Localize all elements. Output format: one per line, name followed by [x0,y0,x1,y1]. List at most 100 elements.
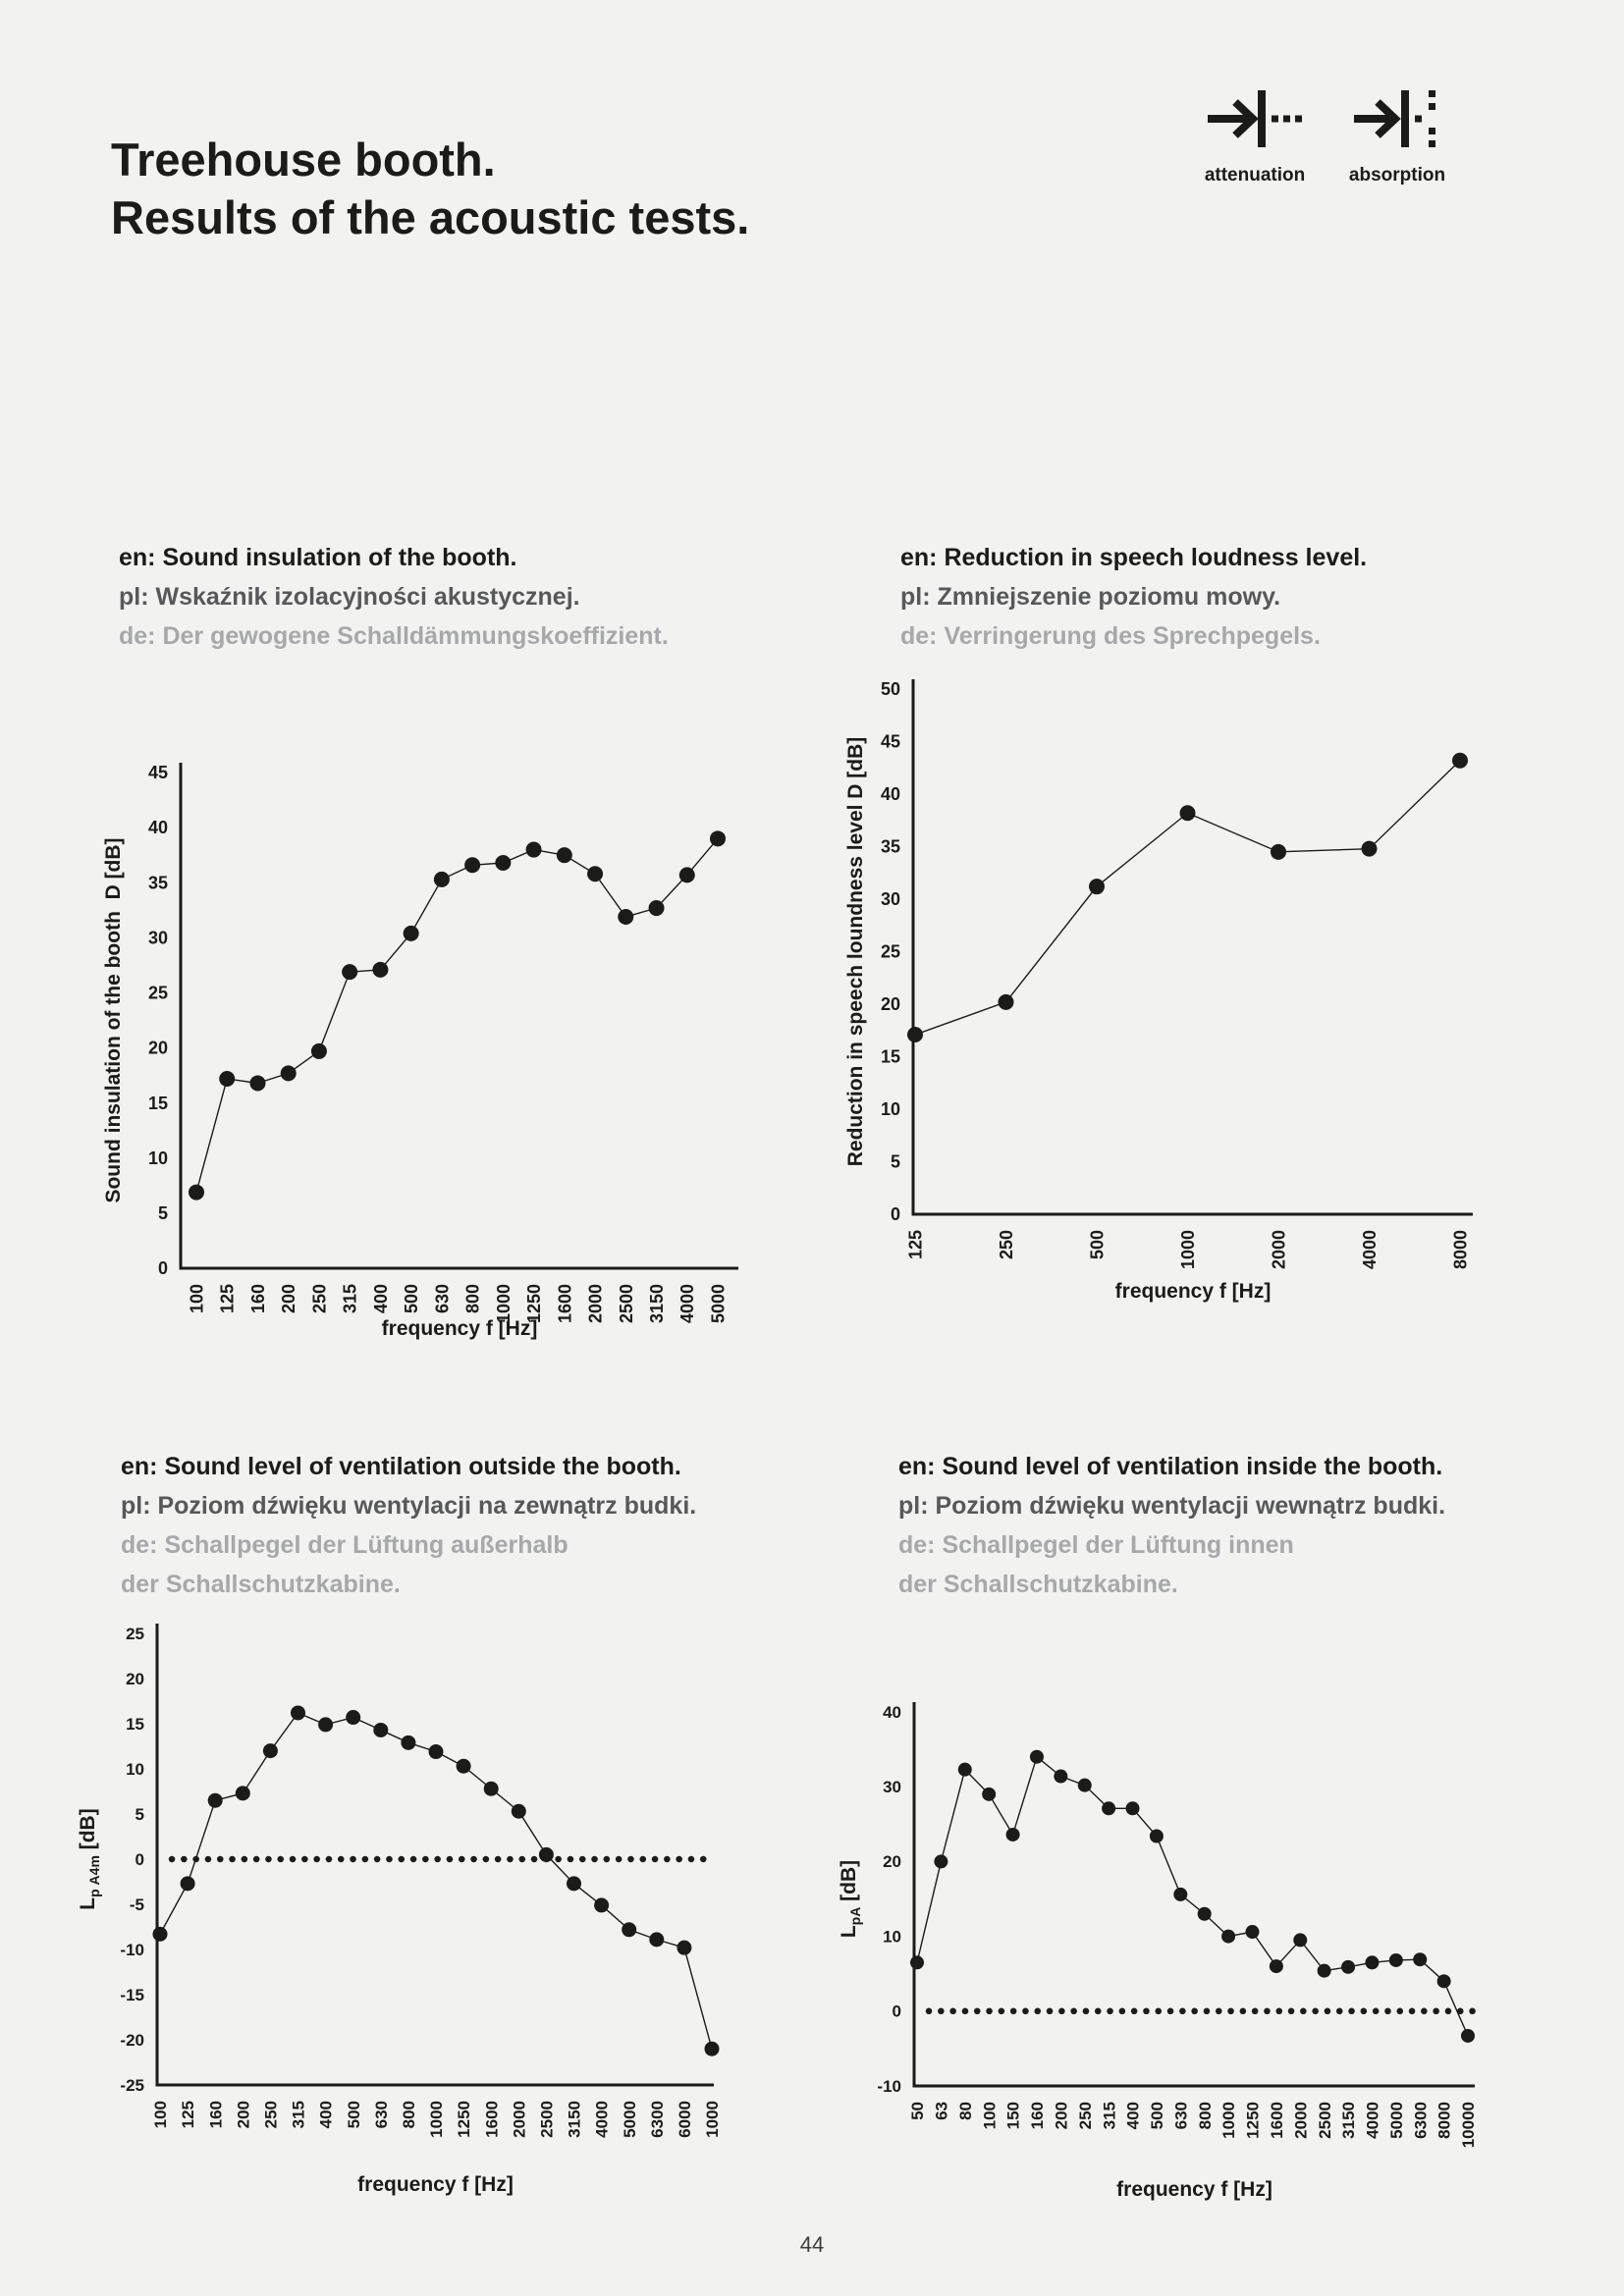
svg-text:3150: 3150 [566,2101,584,2138]
svg-text:0: 0 [893,2002,901,2021]
svg-text:10: 10 [126,1760,144,1779]
svg-text:0: 0 [158,1258,168,1278]
chart-1-heading: en: Sound insulation of the booth. pl: W… [119,538,669,656]
svg-text:25: 25 [126,1625,144,1643]
svg-text:20: 20 [883,1852,901,1871]
svg-text:1000: 1000 [427,2101,446,2138]
svg-text:35: 35 [881,837,900,857]
chart-3-heading-de: de: Schallpegel der Lüftung außerhalb [121,1531,568,1559]
chart-4-heading-de: de: Schallpegel der Lüftung innen [898,1531,1294,1559]
svg-text:315: 315 [341,1284,360,1313]
svg-text:1000: 1000 [494,1284,514,1323]
svg-text:1000: 1000 [1178,1230,1198,1269]
svg-text:30: 30 [883,1778,901,1796]
svg-text:400: 400 [371,1284,391,1313]
svg-text:500: 500 [1087,1230,1107,1259]
svg-text:LpA [dB]: LpA [dB] [838,1860,863,1938]
speech-loudness-reduction-chart: 0 5 10 15 20 25 30 35 40 45 50 125 250 500 1000 2000 400… [837,675,1485,1328]
svg-text:40: 40 [148,818,168,837]
svg-text:4000: 4000 [677,1284,697,1323]
svg-text:4000: 4000 [1364,2102,1382,2139]
svg-text:-15: -15 [120,1986,144,2004]
chart-2-heading-pl: pl: Zmniejszenie poziomu mowy. [900,583,1281,611]
svg-text:125: 125 [218,1284,238,1313]
svg-text:2500: 2500 [1316,2102,1334,2139]
svg-text:8000: 8000 [1435,2102,1454,2139]
svg-text:4000: 4000 [1360,1230,1380,1269]
svg-text:250: 250 [262,2101,281,2128]
svg-text:315: 315 [1100,2102,1118,2129]
svg-text:315: 315 [290,2101,308,2128]
chart-2-heading-en: en: Reduction in speech loudness level. [900,544,1368,571]
svg-text:250: 250 [1076,2102,1095,2129]
svg-text:20: 20 [881,994,900,1014]
svg-text:15: 15 [881,1047,900,1067]
svg-text:630: 630 [372,2101,391,2128]
svg-text:35: 35 [148,873,168,892]
svg-text:15: 15 [148,1094,168,1113]
svg-text:5000: 5000 [708,1284,728,1323]
svg-text:8000: 8000 [1450,1230,1470,1269]
attenuation-label: attenuation [1204,165,1306,186]
svg-text:1600: 1600 [555,1284,574,1323]
svg-text:50: 50 [908,2102,927,2120]
svg-text:Reduction in speech loundness: Reduction in speech loundness level D [d… [844,737,867,1167]
svg-text:100: 100 [980,2102,999,2129]
svg-text:50: 50 [881,679,900,699]
svg-text:-20: -20 [120,2031,144,2050]
chart-1-heading-de: de: Der gewogene Schalldämmungskoeffizie… [119,622,669,650]
svg-text:0: 0 [891,1204,900,1224]
svg-text:-5: -5 [130,1896,144,1914]
svg-text:1000: 1000 [1219,2102,1238,2139]
svg-text:2500: 2500 [617,1284,636,1323]
svg-text:40: 40 [883,1703,901,1722]
page-title-line-1: Treehouse booth. [111,133,496,186]
svg-text:-10: -10 [120,1941,144,1959]
svg-text:3150: 3150 [647,1284,667,1323]
svg-text:800: 800 [463,1284,483,1313]
absorption-label: absorption [1348,165,1446,186]
svg-text:30: 30 [148,928,168,947]
svg-text:160: 160 [248,1284,268,1313]
chart-3-heading-pl: pl: Poziom dźwięku wentylacji na zewnątr… [121,1492,697,1520]
chart-4-heading-pl: pl: Poziom dźwięku wentylacji wewnątrz b… [898,1492,1446,1520]
svg-text:1000: 1000 [703,2101,722,2138]
svg-text:150: 150 [1004,2102,1023,2129]
svg-text:-10: -10 [877,2077,901,2096]
chart-4-heading-en: en: Sound level of ventilation inside th… [898,1453,1443,1480]
attenuation-icon [1208,90,1302,147]
svg-text:40: 40 [881,784,900,804]
svg-text:100: 100 [187,1284,206,1313]
svg-text:2000: 2000 [510,2101,528,2138]
svg-text:25: 25 [881,942,900,962]
svg-text:15: 15 [126,1715,144,1734]
svg-text:160: 160 [206,2101,225,2128]
svg-text:frequency f [Hz]: frequency f [Hz] [1115,1280,1272,1303]
svg-text:6300: 6300 [648,2101,667,2138]
svg-text:125: 125 [905,1230,925,1259]
absorption-icon [1354,90,1435,147]
svg-text:5000: 5000 [1387,2102,1406,2139]
svg-text:0: 0 [135,1850,144,1869]
svg-text:1600: 1600 [1268,2102,1286,2139]
svg-text:1250: 1250 [524,1284,544,1323]
chart-2-heading: en: Reduction in speech loudness level. … [900,538,1367,656]
svg-text:30: 30 [881,889,900,909]
attenuation-legend: attenuation [1204,88,1306,187]
svg-text:500: 500 [345,2101,363,2128]
svg-text:630: 630 [1171,2102,1190,2129]
svg-text:3150: 3150 [1339,2102,1358,2139]
svg-text:200: 200 [234,2101,252,2128]
svg-text:1600: 1600 [482,2101,501,2138]
page-number: 44 [799,2232,825,2257]
svg-text:10: 10 [883,1927,901,1946]
svg-text:250: 250 [997,1230,1016,1259]
svg-text:2000: 2000 [1291,2102,1310,2139]
chart-4-heading: en: Sound level of ventilation inside th… [898,1447,1445,1604]
svg-text:2000: 2000 [1269,1230,1288,1269]
ventilation-outside-chart: -25 -20 -15 -10 -5 0 5 10 15 20 25 100 125 160 200 250 3… [61,1604,748,2276]
svg-text:200: 200 [1052,2102,1070,2129]
svg-text:frequency f [Hz]: frequency f [Hz] [1116,2178,1272,2201]
chart-3-heading-en: en: Sound level of ventilation outside t… [121,1453,681,1480]
svg-text:5: 5 [158,1203,168,1223]
